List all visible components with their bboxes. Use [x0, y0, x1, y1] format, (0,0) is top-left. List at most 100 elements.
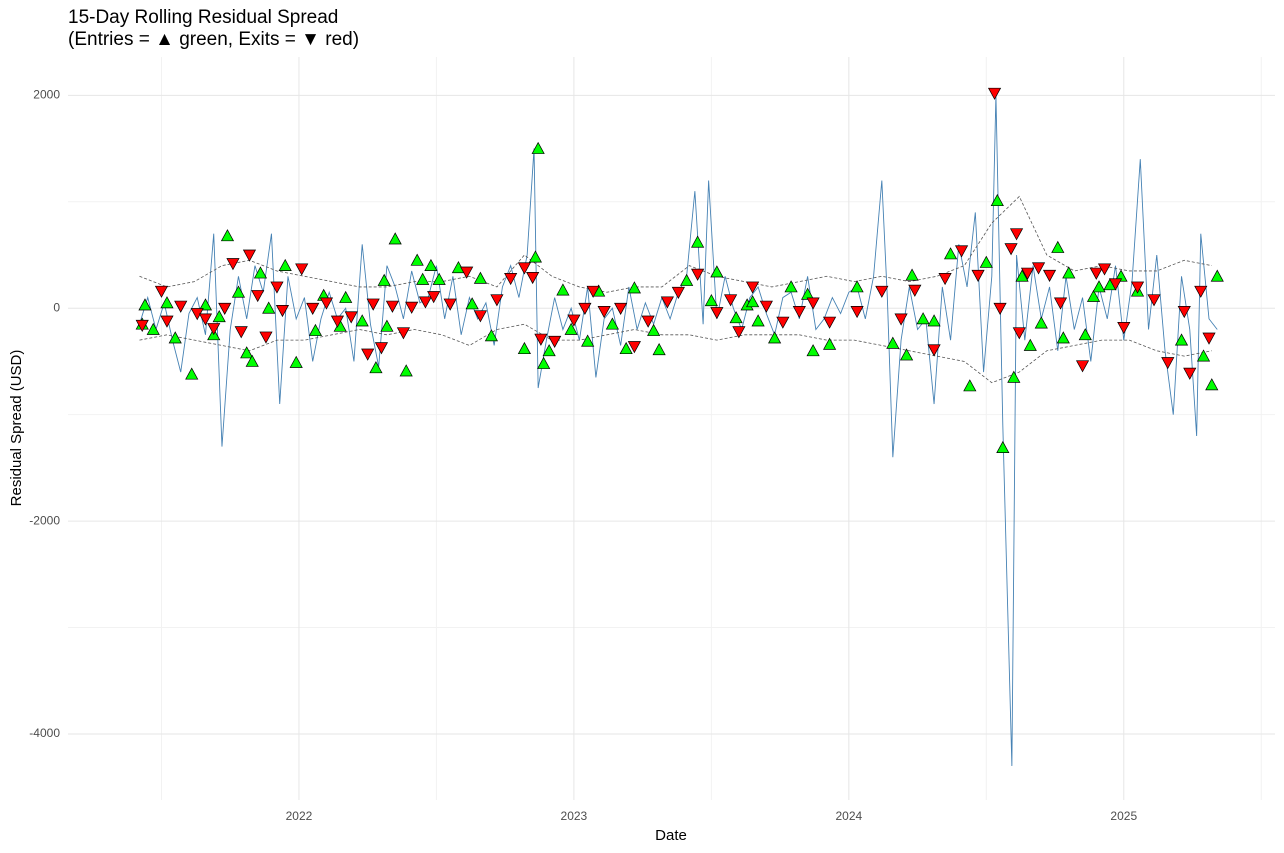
exit-marker [198, 313, 213, 326]
exit-marker [1183, 367, 1197, 380]
entry-marker [652, 342, 666, 356]
exit-marker [534, 333, 548, 346]
exit-marker [418, 296, 433, 309]
exit-marker [954, 245, 969, 258]
exit-marker [295, 263, 309, 276]
exit-marker [275, 304, 290, 318]
tick-labels: 2022 2023 2024 2025 2000 0 -2000 -4000 [29, 87, 1137, 823]
entry-marker [996, 440, 1010, 454]
exit-marker [614, 302, 628, 315]
entry-marker [377, 273, 391, 286]
entry-marker [850, 280, 864, 293]
exit-marker [597, 306, 611, 319]
exit-marker [251, 290, 265, 303]
markers [135, 87, 1224, 454]
entry-marker [1210, 269, 1224, 282]
exit-marker [1161, 357, 1175, 370]
band-line [139, 195, 1212, 293]
entry-marker [380, 319, 394, 332]
entry-marker [1205, 378, 1219, 391]
entry-marker [542, 344, 556, 357]
exit-marker [1075, 360, 1090, 373]
exit-marker [427, 291, 441, 304]
entry-marker [916, 312, 930, 325]
exit-marker [319, 297, 334, 310]
exit-marker [806, 297, 820, 310]
entry-marker [212, 309, 226, 323]
exit-marker [710, 307, 724, 320]
exit-marker [306, 302, 320, 315]
exit-marker [691, 268, 705, 281]
entry-marker [231, 285, 246, 298]
entry-marker [1086, 289, 1101, 302]
exit-marker [504, 273, 518, 286]
exit-marker [242, 249, 257, 262]
entry-marker [899, 348, 914, 361]
exit-marker [732, 326, 746, 339]
exit-marker [894, 313, 908, 326]
entry-marker [245, 354, 259, 367]
entry-marker [198, 298, 213, 311]
entry-marker [823, 337, 837, 350]
exit-marker [548, 335, 562, 348]
entry-marker [278, 258, 292, 271]
exit-marker [160, 315, 174, 328]
exit-marker [330, 315, 345, 328]
exit-marker [526, 271, 540, 285]
exit-marker [473, 310, 488, 323]
entry-marker [537, 356, 551, 369]
entry-marker [1174, 333, 1189, 346]
entry-marker [963, 379, 977, 392]
entry-marker [424, 258, 438, 271]
x-tick-label: 2025 [1110, 809, 1137, 823]
x-axis-title: Date [655, 827, 687, 844]
entry-marker [168, 331, 182, 344]
exit-marker [344, 311, 358, 324]
entry-marker [416, 272, 430, 285]
entry-marker [473, 271, 488, 284]
exit-marker [641, 315, 655, 328]
entry-marker [1023, 338, 1037, 351]
exit-marker [578, 302, 592, 315]
entry-marker [784, 280, 798, 293]
entry-marker [1062, 266, 1076, 279]
entry-marker [289, 355, 303, 368]
exit-marker [927, 344, 941, 357]
entry-marker [746, 295, 760, 308]
exit-marker [1031, 262, 1046, 275]
exit-marker [1130, 281, 1145, 294]
entry-marker [399, 364, 413, 377]
exit-marker [1020, 267, 1035, 280]
x-tick-label: 2023 [561, 809, 588, 823]
entry-marker [1034, 316, 1048, 329]
entry-marker [253, 266, 268, 279]
exit-marker [850, 306, 864, 319]
entry-marker [146, 322, 160, 335]
exit-marker [154, 285, 169, 298]
exit-marker [1089, 267, 1103, 280]
exit-marker [586, 285, 600, 298]
x-tick-label: 2024 [835, 809, 862, 823]
exit-marker [460, 266, 474, 279]
exit-marker [1147, 294, 1161, 307]
exit-marker [938, 273, 952, 286]
exit-marker [1202, 332, 1216, 345]
exit-marker [671, 286, 685, 299]
exit-marker [627, 341, 641, 354]
exit-marker [1108, 278, 1123, 291]
exit-marker [405, 301, 419, 314]
entry-marker [531, 141, 545, 154]
entry-marker [806, 344, 820, 357]
entry-marker [979, 255, 993, 268]
entry-marker [691, 235, 705, 248]
exit-marker [987, 87, 1002, 100]
exit-marker [660, 296, 674, 309]
entry-marker [339, 290, 353, 303]
exit-marker [259, 331, 273, 344]
exit-marker [374, 342, 389, 355]
exit-marker [993, 302, 1007, 315]
entry-marker [240, 346, 254, 359]
exit-marker [724, 294, 738, 307]
entry-marker [484, 329, 499, 342]
